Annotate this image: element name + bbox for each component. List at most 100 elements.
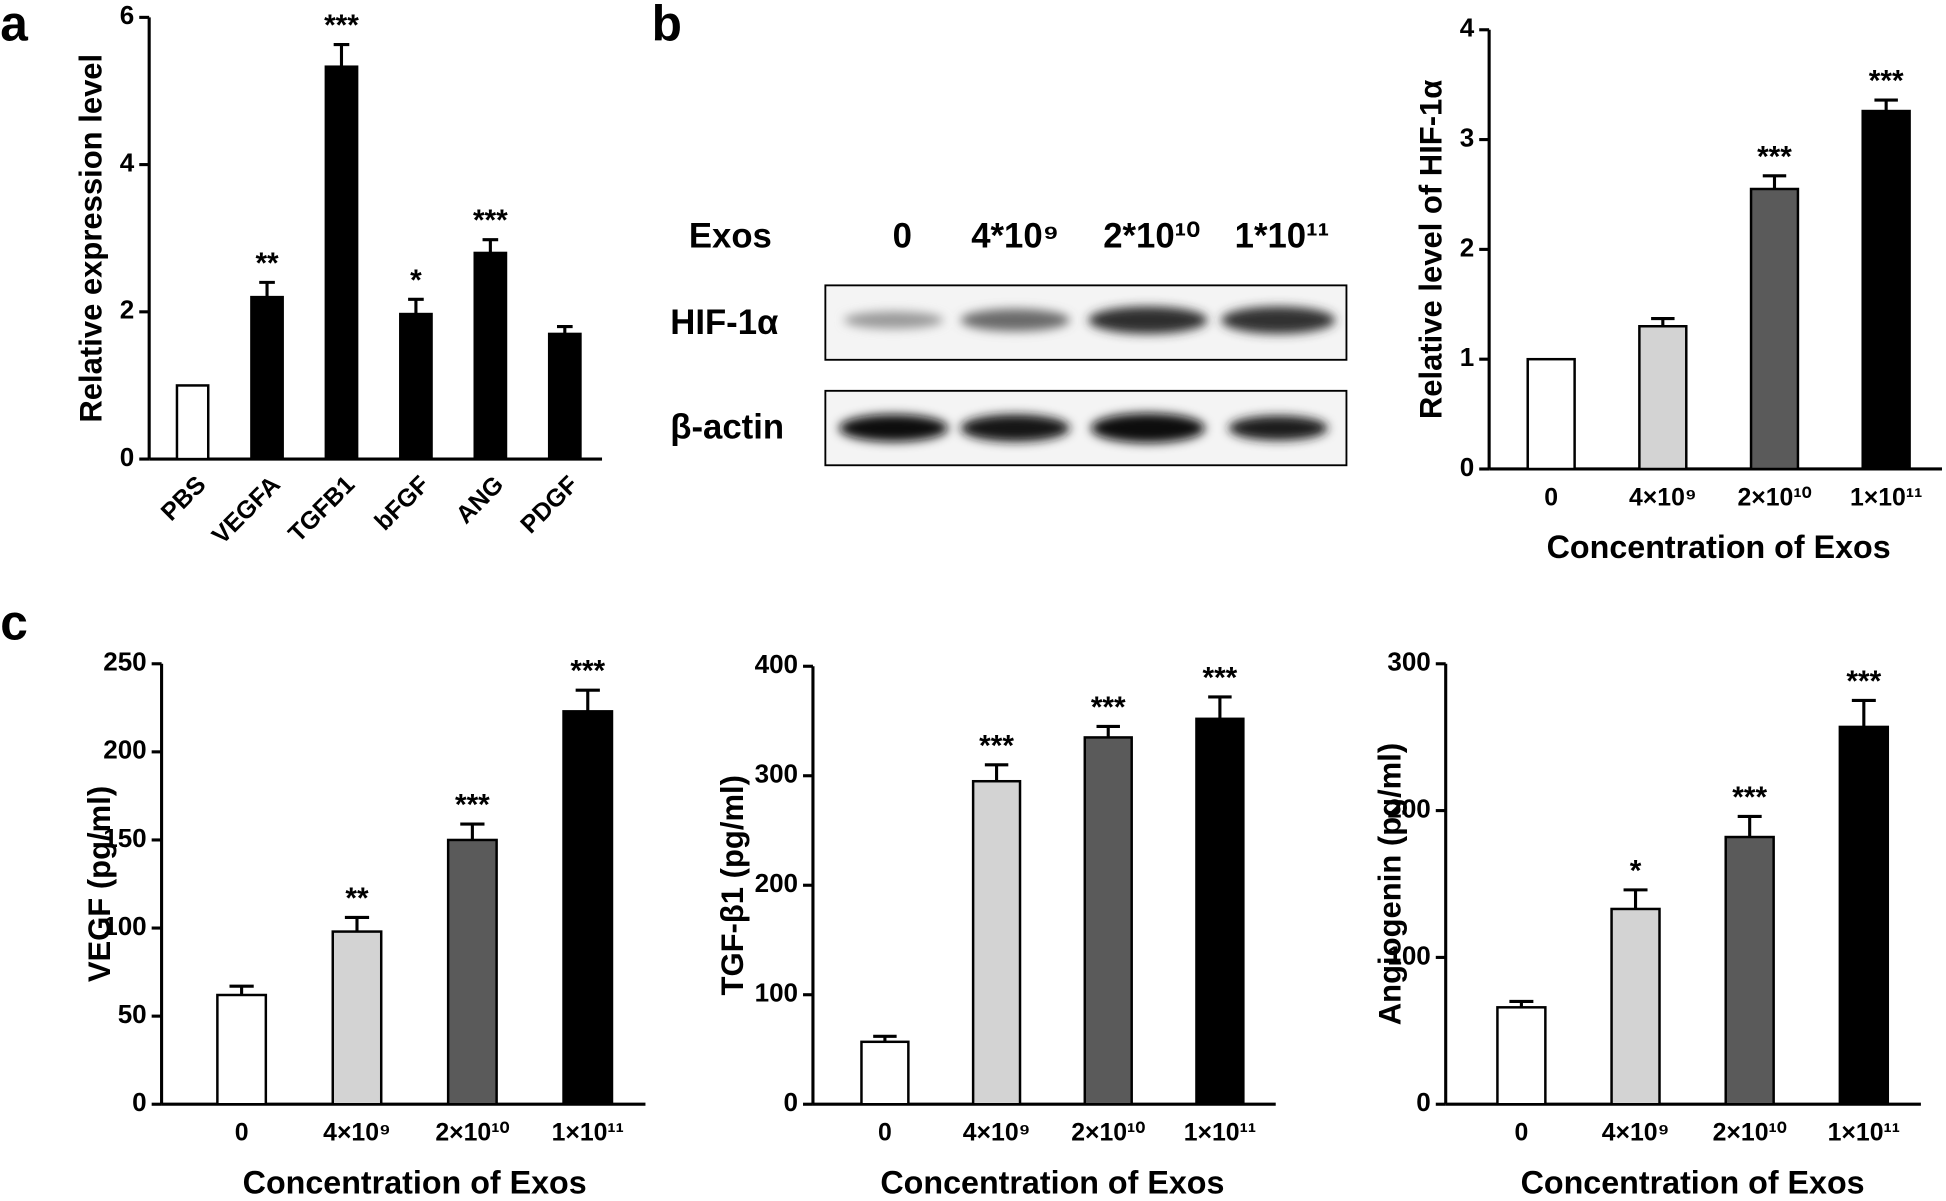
x-tick-label: 4×10⁹ — [1602, 1120, 1670, 1147]
x-tick-label: 0 — [1544, 484, 1558, 511]
significance: *** — [1869, 65, 1904, 98]
y-tick-label: 0 — [120, 442, 135, 472]
y-tick-label: 100 — [1387, 940, 1430, 970]
x-tick-label: TGFB1 — [284, 471, 361, 548]
y-tick-label: 4 — [120, 147, 135, 177]
y-tick-label: 300 — [1387, 647, 1430, 677]
error-bar — [1208, 695, 1232, 719]
significance: *** — [1732, 781, 1767, 814]
x-tick-label: 2×10¹⁰ — [1737, 484, 1811, 511]
x-axis-label: Concentration of Exos — [243, 1164, 587, 1200]
blot-header: Exos — [689, 217, 772, 255]
significance: *** — [455, 789, 490, 822]
significance: ** — [345, 882, 369, 915]
x-axis-label: Concentration of Exos — [880, 1164, 1224, 1200]
x-tick-label: 2×10¹⁰ — [1071, 1120, 1145, 1147]
y-tick-label: 1 — [1460, 342, 1474, 372]
x-tick-label: PBS — [156, 471, 211, 526]
significance: *** — [473, 204, 508, 237]
lane-label: 0 — [893, 217, 912, 255]
bar — [1526, 357, 1576, 471]
panel-label: c — [0, 595, 28, 651]
y-tick-label: 300 — [755, 759, 798, 789]
bar — [1724, 835, 1775, 1106]
x-tick-label: 1×10¹¹ — [1184, 1120, 1256, 1147]
bar — [473, 251, 508, 461]
error-bar — [873, 1034, 897, 1042]
y-tick-label: 3 — [1460, 122, 1474, 152]
bar — [1638, 325, 1688, 471]
x-tick-label: 1×10¹¹ — [1850, 484, 1922, 511]
lane-label: 2*10¹⁰ — [1103, 217, 1200, 255]
y-tick-label: 250 — [103, 647, 146, 677]
x-tick-label: bFGF — [370, 471, 435, 536]
bar — [1610, 907, 1661, 1106]
panel-label: b — [652, 0, 682, 51]
y-tick-label: 100 — [103, 911, 146, 941]
error-bar — [1509, 999, 1534, 1008]
y-tick-label: 0 — [784, 1087, 799, 1117]
x-tick-label: 4×10⁹ — [1629, 484, 1697, 511]
panel-label: a — [0, 0, 28, 51]
error-bar — [1762, 174, 1787, 189]
x-tick-label: 1×10¹¹ — [1828, 1120, 1900, 1147]
error-bar — [1096, 724, 1120, 738]
blot-bands — [839, 306, 1336, 443]
y-tick-label: 150 — [103, 823, 146, 853]
bar — [971, 779, 1022, 1106]
y-tick-label: 0 — [1416, 1087, 1431, 1117]
bar — [562, 710, 614, 1106]
significance: *** — [1757, 140, 1792, 173]
x-axis-label: Concentration of Exos — [1521, 1164, 1865, 1200]
x-tick-label: 2×10¹⁰ — [435, 1120, 509, 1147]
x-tick-label: 0 — [878, 1120, 892, 1147]
y-axis-label: Angiogenin (pg/ml) — [1373, 743, 1408, 1025]
bar — [1083, 736, 1133, 1106]
x-tick-label: 0 — [1514, 1120, 1528, 1147]
bar — [250, 295, 284, 461]
y-axis-label: Relative level of HIF-1α — [1413, 80, 1448, 420]
x-tick-label: 0 — [235, 1120, 249, 1147]
error-bar — [460, 822, 485, 840]
error-bar — [1623, 888, 1648, 909]
error-bar — [482, 238, 499, 253]
error-bar — [229, 984, 254, 995]
bar — [1861, 109, 1911, 471]
x-tick-label: ANG — [451, 471, 509, 529]
x-axis-label: Concentration of Exos — [1547, 529, 1891, 565]
blot-row-label: β-actin — [670, 408, 784, 446]
significance: ** — [255, 247, 279, 280]
x-tick-label: PDGF — [516, 471, 584, 539]
bar — [1749, 187, 1800, 471]
significance: *** — [570, 655, 605, 688]
lane-label: 4*10⁹ — [971, 217, 1059, 255]
significance: *** — [1203, 661, 1238, 694]
error-bar — [1851, 698, 1876, 727]
bar — [331, 930, 383, 1106]
x-tick-label: VEGFA — [207, 471, 286, 550]
y-axis-label: Relative expression level — [74, 54, 109, 423]
error-bar — [556, 325, 573, 334]
significance: *** — [1846, 665, 1881, 698]
y-tick-label: 2 — [1460, 232, 1474, 262]
error-bar — [333, 43, 350, 67]
error-bar — [344, 915, 370, 932]
x-tick-label: 1×10¹¹ — [552, 1120, 624, 1147]
significance: * — [1630, 854, 1642, 887]
significance: *** — [324, 9, 359, 42]
y-axis-label: TGF-β1 (pg/ml) — [715, 775, 750, 995]
blot-row-label: HIF-1α — [670, 304, 778, 342]
bar — [1195, 717, 1245, 1106]
error-bar — [259, 280, 275, 298]
bar — [324, 65, 359, 461]
significance: * — [410, 264, 422, 297]
bar — [1838, 725, 1890, 1106]
lane-label: 1*10¹¹ — [1235, 217, 1330, 255]
bar — [446, 838, 498, 1106]
bar — [175, 384, 210, 461]
y-axis-label: VEGF (pg/ml) — [82, 786, 117, 982]
significance: *** — [1091, 691, 1126, 724]
y-tick-label: 200 — [1387, 793, 1430, 823]
